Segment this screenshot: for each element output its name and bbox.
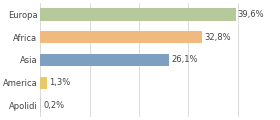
Bar — [40, 8, 236, 21]
Text: 1,3%: 1,3% — [49, 78, 70, 87]
Bar — [40, 31, 202, 43]
Text: 32,8%: 32,8% — [204, 33, 231, 42]
Text: 0,2%: 0,2% — [43, 101, 64, 110]
Bar — [40, 99, 41, 112]
Text: 26,1%: 26,1% — [171, 55, 198, 64]
Bar — [40, 77, 47, 89]
Text: 39,6%: 39,6% — [238, 10, 264, 19]
Bar — [40, 54, 169, 66]
